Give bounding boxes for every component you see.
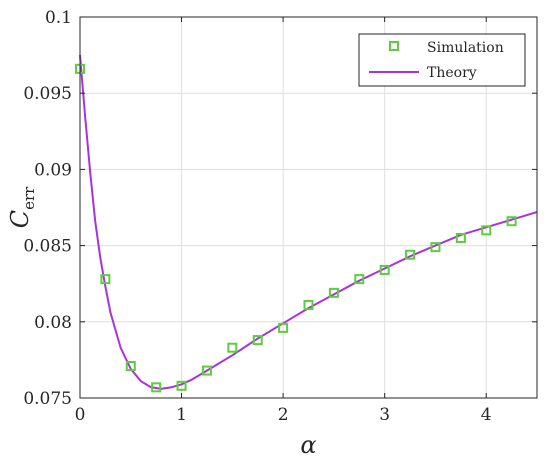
y-tick-label: 0.085 bbox=[23, 237, 72, 257]
legend: Simulation Theory bbox=[358, 33, 526, 87]
y-tick-label: 0.09 bbox=[34, 160, 72, 180]
simulation-point bbox=[405, 249, 416, 260]
legend-theory-label: Theory bbox=[427, 65, 477, 81]
simulation-point bbox=[455, 232, 466, 243]
simulation-point bbox=[379, 264, 390, 275]
simulation-point bbox=[481, 225, 492, 236]
y-axis-label-main: C bbox=[6, 210, 34, 228]
simulation-point bbox=[151, 382, 162, 393]
x-tick-label: 2 bbox=[278, 405, 289, 425]
y-tick-label: 0.1 bbox=[45, 8, 72, 28]
simulation-point bbox=[201, 365, 212, 376]
x-tick-label: 0 bbox=[75, 405, 86, 425]
simulation-point bbox=[354, 274, 365, 285]
legend-simulation-marker bbox=[389, 41, 399, 51]
axis-ticks: 0 1 2 3 4 0.075 0.08 0.085 0.09 0.095 0.1 bbox=[23, 8, 537, 425]
x-tick-label: 4 bbox=[481, 405, 492, 425]
simulation-series bbox=[75, 63, 517, 393]
theory-series bbox=[79, 55, 538, 390]
theory-line bbox=[79, 55, 538, 390]
simulation-point bbox=[430, 242, 441, 253]
simulation-point bbox=[176, 380, 187, 391]
simulation-point bbox=[125, 360, 136, 371]
y-tick-label: 0.08 bbox=[34, 313, 72, 333]
simulation-point bbox=[328, 287, 339, 298]
x-axis-label: α bbox=[300, 431, 316, 459]
y-tick-label: 0.095 bbox=[23, 84, 72, 104]
y-tick-label: 0.075 bbox=[23, 389, 72, 409]
legend-box bbox=[358, 33, 526, 87]
x-tick-label: 1 bbox=[176, 405, 187, 425]
y-axis-label: Cerr bbox=[6, 186, 38, 228]
x-tick-label: 3 bbox=[379, 405, 390, 425]
simulation-point bbox=[252, 335, 263, 346]
simulation-point bbox=[278, 322, 289, 333]
simulation-point bbox=[227, 342, 238, 353]
plot-frame bbox=[79, 16, 538, 399]
simulation-point bbox=[303, 300, 314, 311]
simulation-point bbox=[100, 274, 111, 285]
simulation-point bbox=[506, 216, 517, 227]
y-axis-label-subscript: err bbox=[20, 186, 38, 210]
legend-simulation-label: Simulation bbox=[427, 40, 504, 56]
